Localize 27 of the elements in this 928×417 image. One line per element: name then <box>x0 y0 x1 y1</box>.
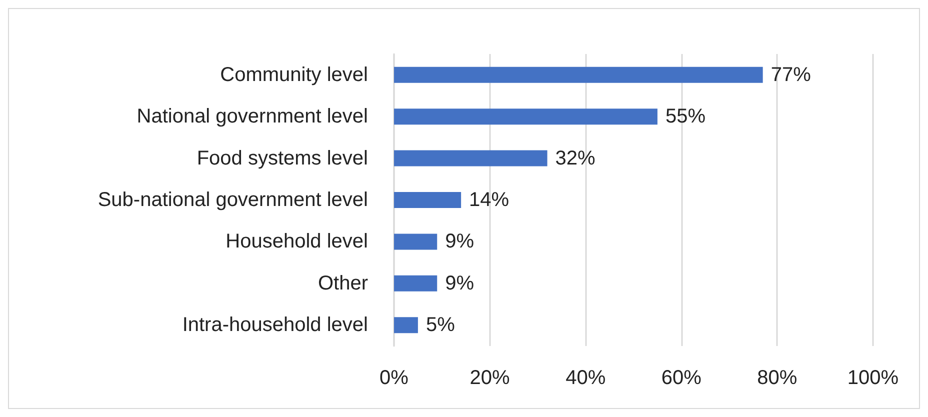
y-tick-label: Community level <box>220 64 368 86</box>
bar <box>394 275 438 292</box>
data-label: 55% <box>665 106 706 128</box>
data-label: 14% <box>469 189 510 211</box>
data-label: 77% <box>770 64 812 86</box>
bar <box>394 108 658 125</box>
bar <box>394 234 438 250</box>
data-label: 9% <box>445 272 474 294</box>
y-tick-label: Intra-household level <box>182 314 368 336</box>
data-label: 9% <box>445 230 474 253</box>
y-tick-label: Food systems level <box>196 147 368 170</box>
bar <box>394 150 548 166</box>
x-tick-label: 100% <box>847 367 899 389</box>
x-tick-label: 60% <box>661 367 702 389</box>
x-tick-label: 0% <box>380 367 409 389</box>
x-tick-label: 80% <box>757 367 798 389</box>
bar <box>394 192 462 208</box>
y-tick-label: Sub-national government level <box>98 189 368 211</box>
x-tick-label: 20% <box>470 367 510 389</box>
y-tick-label: National government level <box>136 106 368 128</box>
data-label: 32% <box>555 147 596 170</box>
y-tick-label: Household level <box>226 230 368 253</box>
data-label: 5% <box>426 314 456 336</box>
x-tick-label: 40% <box>566 367 606 389</box>
bar <box>394 66 763 83</box>
bar <box>394 317 418 334</box>
y-tick-label: Other <box>318 272 368 294</box>
